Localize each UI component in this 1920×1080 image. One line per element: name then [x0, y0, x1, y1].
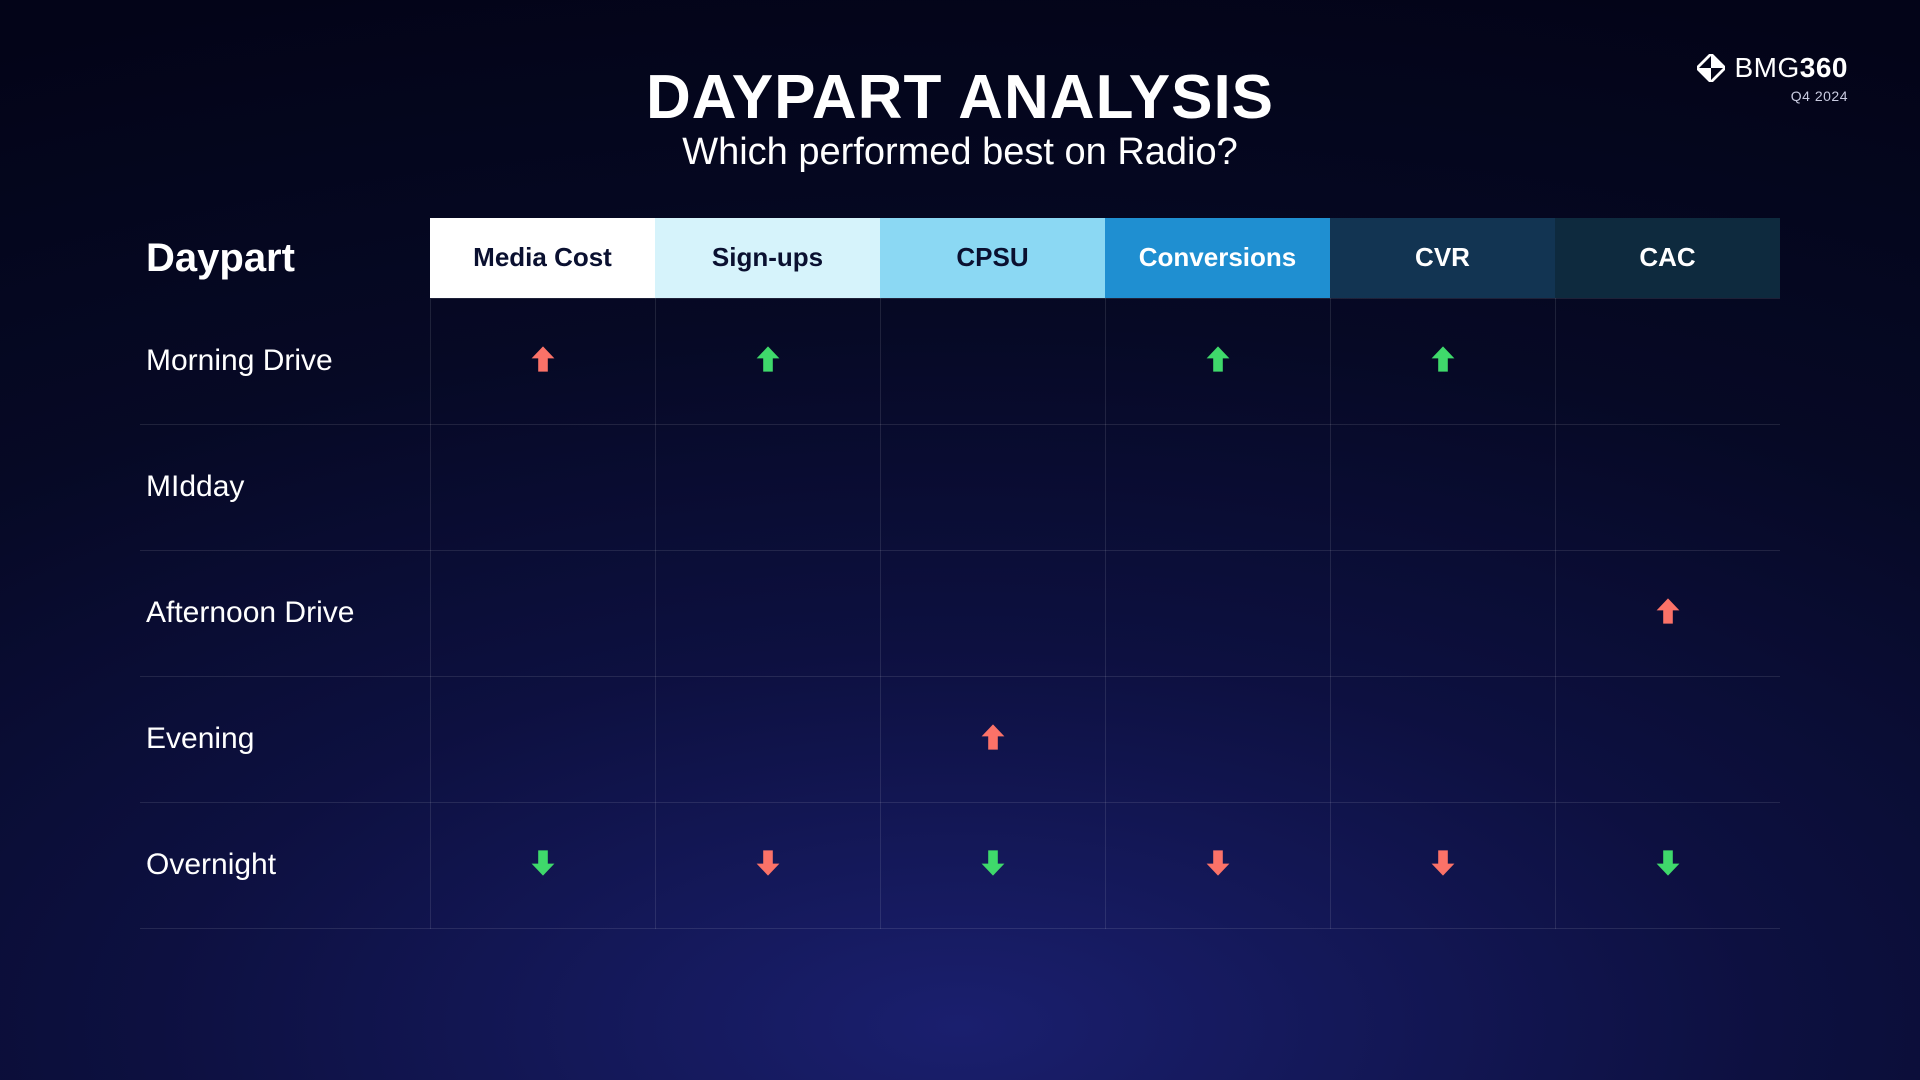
cell-cac — [1555, 424, 1780, 550]
cell-cvr — [1330, 298, 1555, 424]
brand-prefix: BMG — [1735, 52, 1800, 83]
cell-cpsu — [880, 676, 1105, 802]
cell-media_cost — [430, 550, 655, 676]
table-row: MIdday — [140, 424, 1780, 550]
cell-conversions — [1105, 298, 1330, 424]
cell-cac — [1555, 676, 1780, 802]
column-header-media_cost: Media Cost — [430, 218, 655, 298]
cell-cpsu — [880, 298, 1105, 424]
analysis-table-wrap: Daypart Media CostSign-upsCPSUConversion… — [140, 218, 1780, 929]
row-label: Overnight — [140, 802, 430, 928]
arrow-up-icon — [753, 342, 783, 376]
cell-conversions — [1105, 550, 1330, 676]
cell-sign_ups — [655, 802, 880, 928]
cell-cpsu — [880, 550, 1105, 676]
cell-sign_ups — [655, 550, 880, 676]
row-label: Morning Drive — [140, 298, 430, 424]
brand-period: Q4 2024 — [1697, 88, 1849, 104]
cell-media_cost — [430, 802, 655, 928]
cell-cac — [1555, 802, 1780, 928]
arrow-down-icon — [1653, 846, 1683, 880]
row-label: Afternoon Drive — [140, 550, 430, 676]
cell-sign_ups — [655, 424, 880, 550]
table-body: Morning Drive MIddayAfternoon Drive Even… — [140, 298, 1780, 928]
cell-cac — [1555, 298, 1780, 424]
cell-cvr — [1330, 676, 1555, 802]
cell-media_cost — [430, 298, 655, 424]
cell-conversions — [1105, 802, 1330, 928]
title-block: DAYPART ANALYSIS Which performed best on… — [0, 0, 1920, 174]
cell-conversions — [1105, 424, 1330, 550]
page-subtitle: Which performed best on Radio? — [0, 131, 1920, 174]
cell-sign_ups — [655, 298, 880, 424]
cell-cvr — [1330, 424, 1555, 550]
table-row: Evening — [140, 676, 1780, 802]
cell-cpsu — [880, 424, 1105, 550]
column-header-sign_ups: Sign-ups — [655, 218, 880, 298]
arrow-down-icon — [978, 846, 1008, 880]
brand-suffix: 360 — [1800, 52, 1848, 83]
cell-media_cost — [430, 424, 655, 550]
column-header-cvr: CVR — [1330, 218, 1555, 298]
table-row: Afternoon Drive — [140, 550, 1780, 676]
arrow-up-icon — [1203, 342, 1233, 376]
column-header-conversions: Conversions — [1105, 218, 1330, 298]
cell-cpsu — [880, 802, 1105, 928]
cell-cvr — [1330, 802, 1555, 928]
cell-cvr — [1330, 550, 1555, 676]
page-title: DAYPART ANALYSIS — [0, 62, 1920, 133]
cell-media_cost — [430, 676, 655, 802]
arrow-down-icon — [1203, 846, 1233, 880]
table-corner-label: Daypart — [140, 218, 430, 298]
brand-block: BMG360 Q4 2024 — [1697, 52, 1849, 104]
arrow-down-icon — [528, 846, 558, 880]
brand-logo-icon — [1697, 54, 1725, 82]
table-row: Morning Drive — [140, 298, 1780, 424]
table-header-row: Daypart Media CostSign-upsCPSUConversion… — [140, 218, 1780, 298]
arrow-down-icon — [1428, 846, 1458, 880]
table-row: Overnight — [140, 802, 1780, 928]
analysis-table: Daypart Media CostSign-upsCPSUConversion… — [140, 218, 1780, 929]
column-header-cpsu: CPSU — [880, 218, 1105, 298]
cell-conversions — [1105, 676, 1330, 802]
arrow-down-icon — [753, 846, 783, 880]
column-header-cac: CAC — [1555, 218, 1780, 298]
arrow-up-icon — [978, 720, 1008, 754]
row-label: MIdday — [140, 424, 430, 550]
cell-sign_ups — [655, 676, 880, 802]
arrow-up-icon — [1428, 342, 1458, 376]
arrow-up-icon — [528, 342, 558, 376]
row-label: Evening — [140, 676, 430, 802]
brand-name: BMG360 — [1735, 52, 1849, 84]
arrow-up-icon — [1653, 594, 1683, 628]
cell-cac — [1555, 550, 1780, 676]
